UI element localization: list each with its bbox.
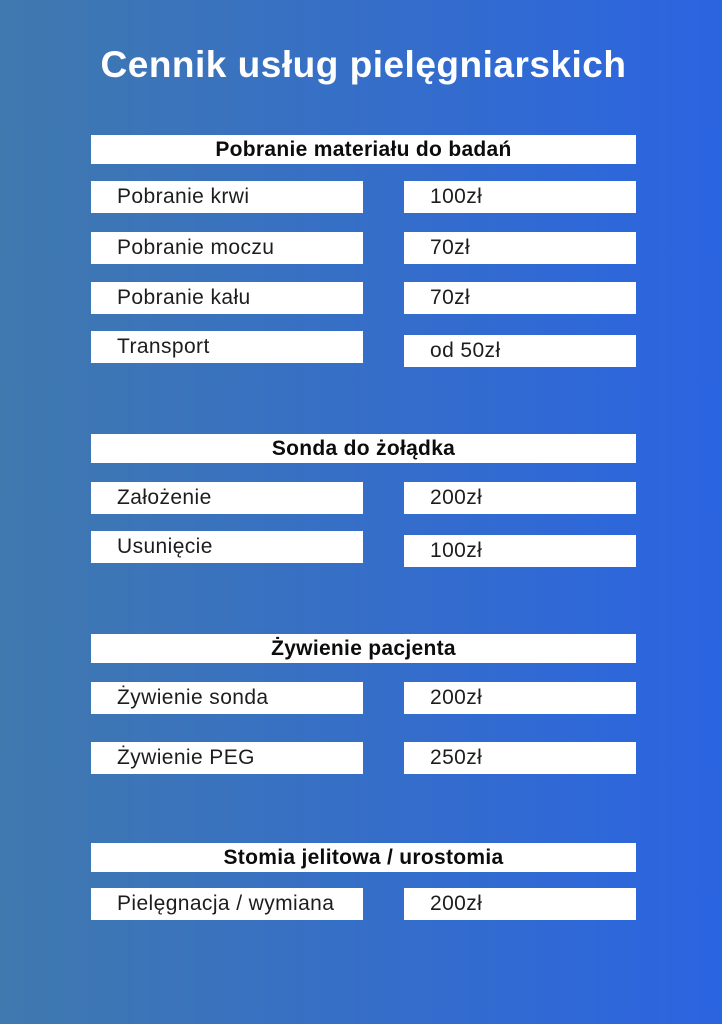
page-title: Cennik usług pielęgniarskich <box>100 44 627 85</box>
section-header-sonda-do-zoladka: Sonda do żołądka <box>91 434 636 463</box>
service-label-transport: Transport <box>91 331 363 363</box>
service-price-pobranie-moczu: 70zł <box>404 232 636 264</box>
service-label-usuniecie: Usunięcie <box>91 531 363 563</box>
service-label-zywienie-sonda: Żywienie sonda <box>91 682 363 714</box>
service-label-pielegnacja-wymiana: Pielęgnacja / wymiana <box>91 888 363 920</box>
service-price-zywienie-sonda: 200zł <box>404 682 636 714</box>
service-price-transport: od 50zł <box>404 335 636 367</box>
section-header-stomia: Stomia jelitowa / urostomia <box>91 843 636 872</box>
service-price-pobranie-kalu: 70zł <box>404 282 636 314</box>
section-header-zywienie-pacjenta: Żywienie pacjenta <box>91 634 636 663</box>
service-price-usuniecie: 100zł <box>404 535 636 567</box>
service-label-pobranie-krwi: Pobranie krwi <box>91 181 363 213</box>
service-label-zalozenie: Założenie <box>91 482 363 514</box>
service-price-pobranie-krwi: 100zł <box>404 181 636 213</box>
service-label-zywienie-peg: Żywienie PEG <box>91 742 363 774</box>
service-price-zywienie-peg: 250zł <box>404 742 636 774</box>
section-header-pobranie-materialu: Pobranie materiału do badań <box>91 135 636 164</box>
service-price-pielegnacja-wymiana: 200zł <box>404 888 636 920</box>
service-label-pobranie-moczu: Pobranie moczu <box>91 232 363 264</box>
service-label-pobranie-kalu: Pobranie kału <box>91 282 363 314</box>
service-price-zalozenie: 200zł <box>404 482 636 514</box>
